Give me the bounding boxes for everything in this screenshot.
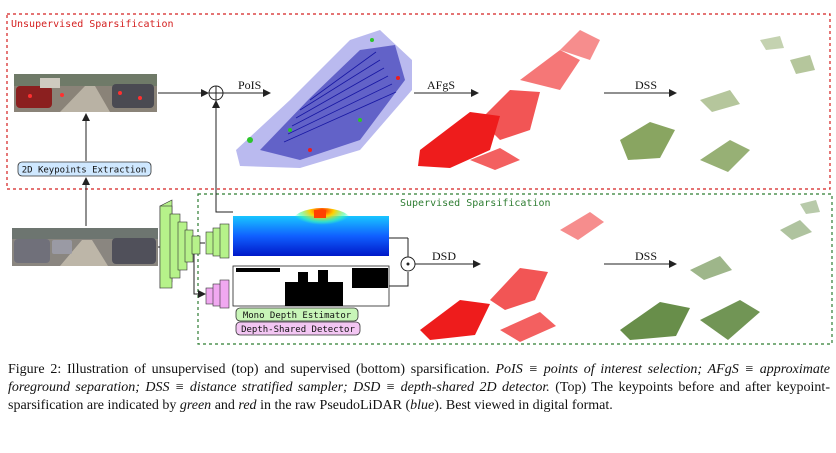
supervised-region [197, 193, 833, 345]
caption-green: green [179, 398, 212, 413]
caption-text-1: Illustration of unsupervised (top) and s… [61, 362, 496, 377]
detector-decoder [205, 279, 230, 309]
dss-top-label: DSS [635, 78, 657, 92]
caption-label: Figure 2: [8, 362, 62, 377]
depth-shared-box [235, 321, 361, 336]
bottom-street-image [12, 228, 158, 266]
caption-blue: blue [410, 398, 435, 413]
supervised-title: Supervised Sparsification [400, 198, 551, 209]
network-encoder [159, 199, 201, 289]
figure-diagram: Unsupervised Sparsification Supervised S… [6, 13, 833, 345]
depth-map-image [233, 208, 389, 256]
afgs-label: AFgS [427, 78, 455, 92]
figure-caption: Figure 2: Illustration of unsupervised (… [8, 361, 830, 415]
detection-mask-image [232, 265, 390, 307]
keypoints-extraction-box [17, 161, 152, 177]
pois-label: PoIS [238, 78, 261, 92]
unsupervised-title: Unsupervised Sparsification [11, 19, 174, 30]
pseudolidar-cloud [236, 30, 412, 168]
dss-top-cloud [620, 36, 815, 172]
mono-depth-box [235, 307, 359, 322]
mono-depth-decoder [205, 223, 230, 259]
keypoints-extraction-label: 2D Keypoints Extraction [22, 166, 147, 176]
caption-text-2: (Top) The keypoints before and after key… [8, 380, 830, 413]
dss-bottom-cloud [620, 200, 820, 340]
depth-shared-label: Depth-Shared Detector [241, 325, 355, 335]
dsd-label: DSD [432, 249, 456, 263]
top-street-image [14, 74, 157, 112]
caption-definitions: PoIS ≡ points of interest selection; AFg… [8, 362, 830, 395]
caption-red: red [238, 398, 257, 413]
caption-text-3: in the raw PseudoLiDAR ( [256, 398, 411, 413]
caption-and: and [211, 398, 239, 413]
afgs-cloud [418, 30, 600, 170]
mono-depth-label: Mono Depth Estimator [243, 311, 352, 321]
dsd-cloud [420, 212, 604, 342]
dss-bottom-label: DSS [635, 249, 657, 263]
caption-text-4: ). Best viewed in digital format. [434, 398, 613, 413]
unsupervised-region [6, 13, 831, 190]
